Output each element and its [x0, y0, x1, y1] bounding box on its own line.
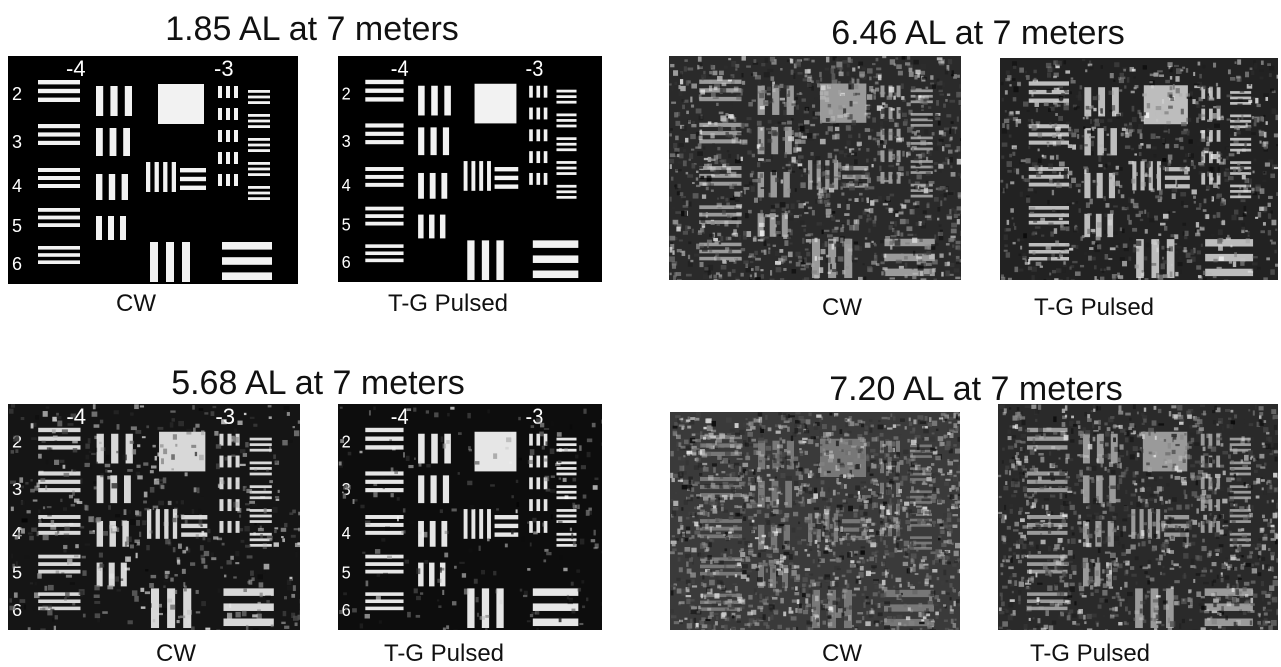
caption-p1-pulsed: T-G Pulsed [388, 292, 508, 316]
image-p1-pulsed: -4 -3 2 3 4 5 6 [338, 56, 602, 282]
svg-text:2: 2 [12, 432, 22, 452]
caption-p3-pulsed: T-G Pulsed [384, 642, 504, 666]
svg-text:5: 5 [12, 216, 22, 236]
caption-p2-cw: CW [822, 296, 862, 320]
image-p2-cw [669, 56, 961, 280]
image-p4-pulsed [998, 404, 1278, 630]
svg-text:4: 4 [342, 175, 352, 195]
svg-text:5: 5 [342, 215, 351, 235]
panel-title-4: 7.20 AL at 7 meters [829, 372, 1123, 406]
svg-text:-4: -4 [391, 57, 409, 81]
caption-p4-cw: CW [822, 642, 862, 666]
panel-title-1: 1.85 AL at 7 meters [165, 12, 459, 46]
svg-text:-4: -4 [391, 405, 409, 429]
svg-text:4: 4 [342, 523, 352, 543]
svg-text:-3: -3 [215, 404, 235, 429]
panel-title-3: 5.68 AL at 7 meters [171, 366, 465, 400]
caption-p2-pulsed: T-G Pulsed [1034, 296, 1154, 320]
svg-text:6: 6 [12, 254, 22, 274]
svg-text:-4: -4 [66, 56, 86, 81]
svg-text:4: 4 [12, 176, 22, 196]
svg-text:2: 2 [342, 84, 351, 104]
svg-text:3: 3 [12, 132, 22, 152]
caption-p3-cw: CW [156, 642, 196, 666]
svg-text:3: 3 [342, 132, 351, 152]
svg-text:6: 6 [342, 252, 351, 272]
panel-title-2: 6.46 AL at 7 meters [831, 16, 1125, 50]
caption-p1-cw: CW [116, 292, 156, 316]
image-p4-cw [670, 412, 960, 630]
svg-text:-3: -3 [214, 56, 234, 81]
svg-text:2: 2 [12, 84, 22, 104]
image-p1-cw: -4 -3 2 3 4 5 6 [8, 56, 298, 284]
caption-p4-pulsed: T-G Pulsed [1030, 642, 1150, 666]
image-p2-pulsed [1000, 58, 1278, 280]
svg-text:-3: -3 [526, 57, 544, 81]
